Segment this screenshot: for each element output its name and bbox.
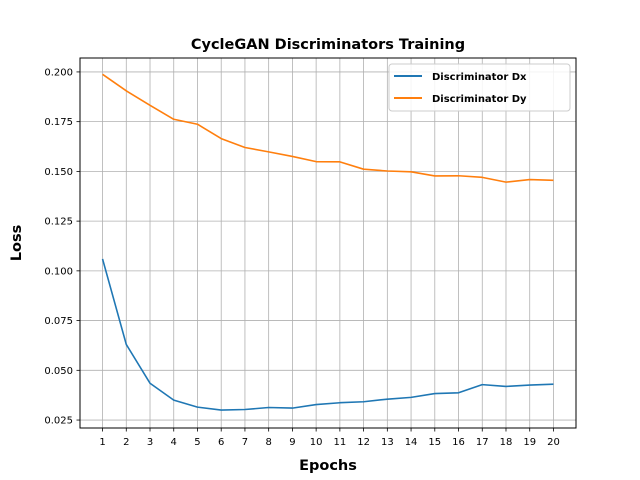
x-tick-label: 20	[547, 437, 560, 448]
x-tick-label: 12	[357, 437, 370, 448]
y-tick-label: 0.175	[44, 117, 73, 128]
x-tick-label: 7	[242, 437, 248, 448]
x-tick-label: 10	[310, 437, 323, 448]
x-tick-label: 3	[147, 437, 153, 448]
x-tick-label: 8	[265, 437, 271, 448]
y-tick-label: 0.150	[44, 167, 73, 178]
legend-box	[388, 63, 571, 112]
x-tick-label: 17	[476, 437, 489, 448]
x-tick-label: 1	[99, 437, 105, 448]
x-tick-label: 18	[500, 437, 513, 448]
x-tick-label: 14	[405, 437, 418, 448]
legend: Discriminator Dx Discriminator Dy	[388, 63, 571, 112]
series-layer	[101, 73, 554, 411]
ticks: 1 2 3 4 5 6 7 8 9 10 11 12 13 14 15 16 17 18 19 200.0250.05…	[44, 67, 559, 448]
y-tick-label: 0.100	[44, 266, 73, 277]
plot-frame	[79, 57, 577, 429]
series-line-dy	[102, 73, 554, 183]
y-tick-label: 0.200	[44, 67, 73, 78]
x-tick-label: 13	[381, 437, 394, 448]
y-tick-label: 0.050	[44, 366, 73, 377]
legend-label-dx: Discriminator Dx	[432, 72, 527, 83]
x-tick-label: 15	[428, 437, 441, 448]
grid	[80, 58, 576, 428]
series-line-dx	[101, 258, 554, 411]
legend-label-dy: Discriminator Dy	[432, 94, 527, 105]
x-tick-label: 2	[123, 437, 129, 448]
x-axis-label: Epochs	[299, 458, 357, 474]
y-axis-label: Loss	[9, 225, 25, 261]
x-tick-label: 5	[194, 437, 200, 448]
x-tick-label: 9	[289, 437, 295, 448]
x-tick-label: 4	[171, 437, 177, 448]
x-tick-label: 19	[523, 437, 536, 448]
x-tick-label: 16	[452, 437, 465, 448]
chart-title: CycleGAN Discriminators Training	[191, 37, 465, 53]
y-tick-label: 0.025	[44, 416, 73, 427]
x-tick-label: 11	[333, 437, 346, 448]
y-tick-label: 0.075	[44, 316, 73, 327]
y-tick-label: 0.125	[44, 217, 73, 228]
x-tick-label: 6	[218, 437, 224, 448]
